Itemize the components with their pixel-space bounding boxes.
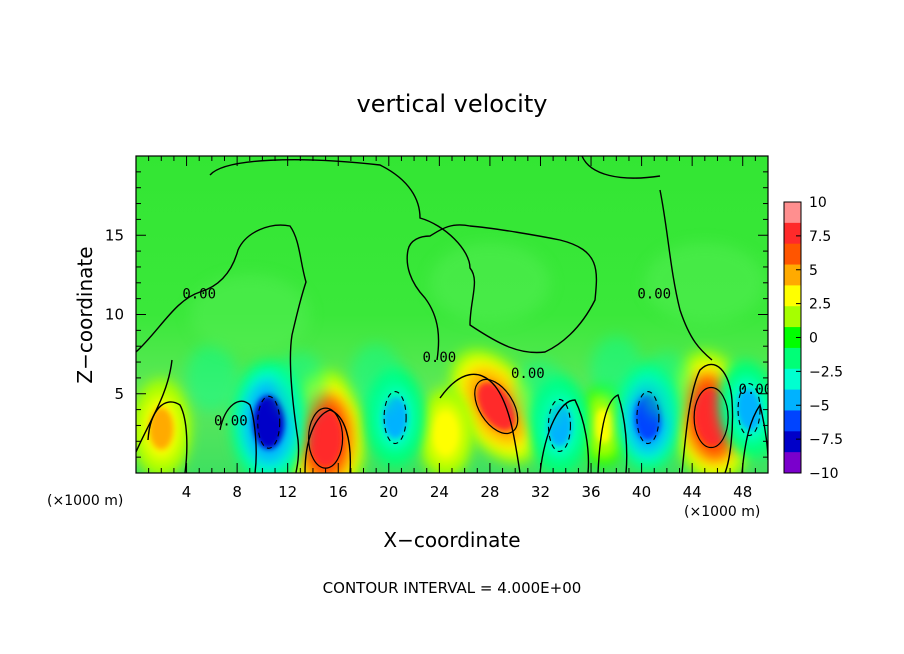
colorbar-swatch (784, 452, 801, 474)
y-tick-label: 10 (105, 306, 124, 324)
colorbar: 10 7.5 5 2.5 0 −2.5 −5 −7.5 −10 (783, 195, 843, 482)
colorbar-swatch (784, 389, 801, 411)
zero-contour-line (597, 394, 628, 473)
colorbar-swatch (784, 243, 801, 266)
x-unit-right: (×1000 m) (684, 504, 760, 520)
colorbar-tick-label: 0 (809, 331, 818, 347)
colorbar-swatch (784, 410, 801, 432)
positive-contour (474, 378, 519, 435)
colorbar-swatch (784, 222, 801, 245)
zero-contour-line (681, 363, 734, 473)
colorbar-tick-label: 5 (809, 263, 818, 279)
positive-contour (693, 386, 729, 449)
zero-contour-line (136, 224, 307, 473)
zero-contour-line (439, 373, 521, 473)
updraft-cell (450, 349, 542, 463)
contour-label: 0.00 (739, 382, 773, 398)
zero-contour-line (219, 400, 257, 473)
negative-contour (737, 383, 761, 437)
x-tick-label: 12 (278, 483, 297, 501)
downdraft-cell (720, 360, 768, 459)
colorbar-swatch (784, 306, 801, 328)
x-tick-label: 20 (379, 483, 398, 501)
colorbar-swatch (784, 368, 801, 391)
x-tick-label: 48 (733, 483, 752, 501)
x-tick-label: 4 (182, 483, 192, 501)
zero-contour-line (581, 156, 661, 179)
x-tick-label: 16 (329, 483, 348, 501)
negative-contour (257, 395, 281, 449)
colorbar-swatch (784, 285, 801, 307)
negative-contour (636, 390, 660, 445)
colorbar-tick-label: −2.5 (809, 364, 843, 380)
zero-contours (136, 156, 768, 473)
zero-contour-line (209, 159, 598, 361)
x-unit-left: (×1000 m) (47, 493, 123, 509)
contour-label: 0.00 (182, 287, 216, 303)
x-tick-label: 32 (531, 483, 550, 501)
zero-contour-line (741, 403, 768, 473)
field-features (136, 242, 768, 473)
contour-label: 0.00 (214, 413, 248, 429)
x-tick-label: 8 (232, 483, 242, 501)
colorbar-swatch (784, 431, 801, 453)
updraft-cell (136, 379, 190, 473)
y-axis-label: Z−coordinate (73, 246, 97, 383)
contour-label: 0.00 (511, 366, 545, 382)
colorbar-tick-label: 10 (809, 195, 827, 211)
y-tick-label: 5 (114, 385, 124, 403)
x-tick-label: 36 (581, 483, 600, 501)
colorbar-swatch (784, 347, 801, 370)
x-tick-label: 40 (632, 483, 651, 501)
zero-contour-line (147, 401, 188, 473)
negative-contour (547, 398, 571, 453)
x-tick-label: 44 (683, 483, 702, 501)
x-tick-label: 24 (430, 483, 449, 501)
negative-contour (383, 390, 407, 445)
y-tick-label: 15 (105, 226, 124, 244)
colorbar-tick-label: −7.5 (809, 432, 843, 448)
updraft-cell (420, 388, 472, 473)
chart-title: vertical velocity (357, 90, 548, 118)
zero-contour-line (304, 409, 352, 473)
colorbar-swatch (784, 264, 801, 286)
colorbar-swatch (784, 202, 801, 224)
x-tick-label: 28 (480, 483, 499, 501)
zero-contour-line (136, 359, 173, 453)
plot-area: 0.00 0.00 0.00 0.00 0.00 0.00 (135, 155, 773, 474)
updraft-cell (580, 384, 627, 466)
colorbar-tick-label: −10 (809, 466, 839, 482)
contour-label: 0.00 (637, 287, 671, 303)
zero-contour-line (539, 399, 590, 473)
colorbar-swatch (784, 327, 801, 349)
colorbar-tick-label: −5 (809, 398, 830, 414)
contour-label: 0.00 (423, 350, 457, 366)
zero-contour-line (659, 189, 713, 361)
contour-interval-footer: CONTOUR INTERVAL = 4.000E+00 (323, 579, 582, 597)
x-axis-label: X−coordinate (383, 528, 520, 552)
colorbar-tick-label: 7.5 (809, 229, 831, 245)
colorbar-tick-label: 2.5 (809, 297, 831, 313)
